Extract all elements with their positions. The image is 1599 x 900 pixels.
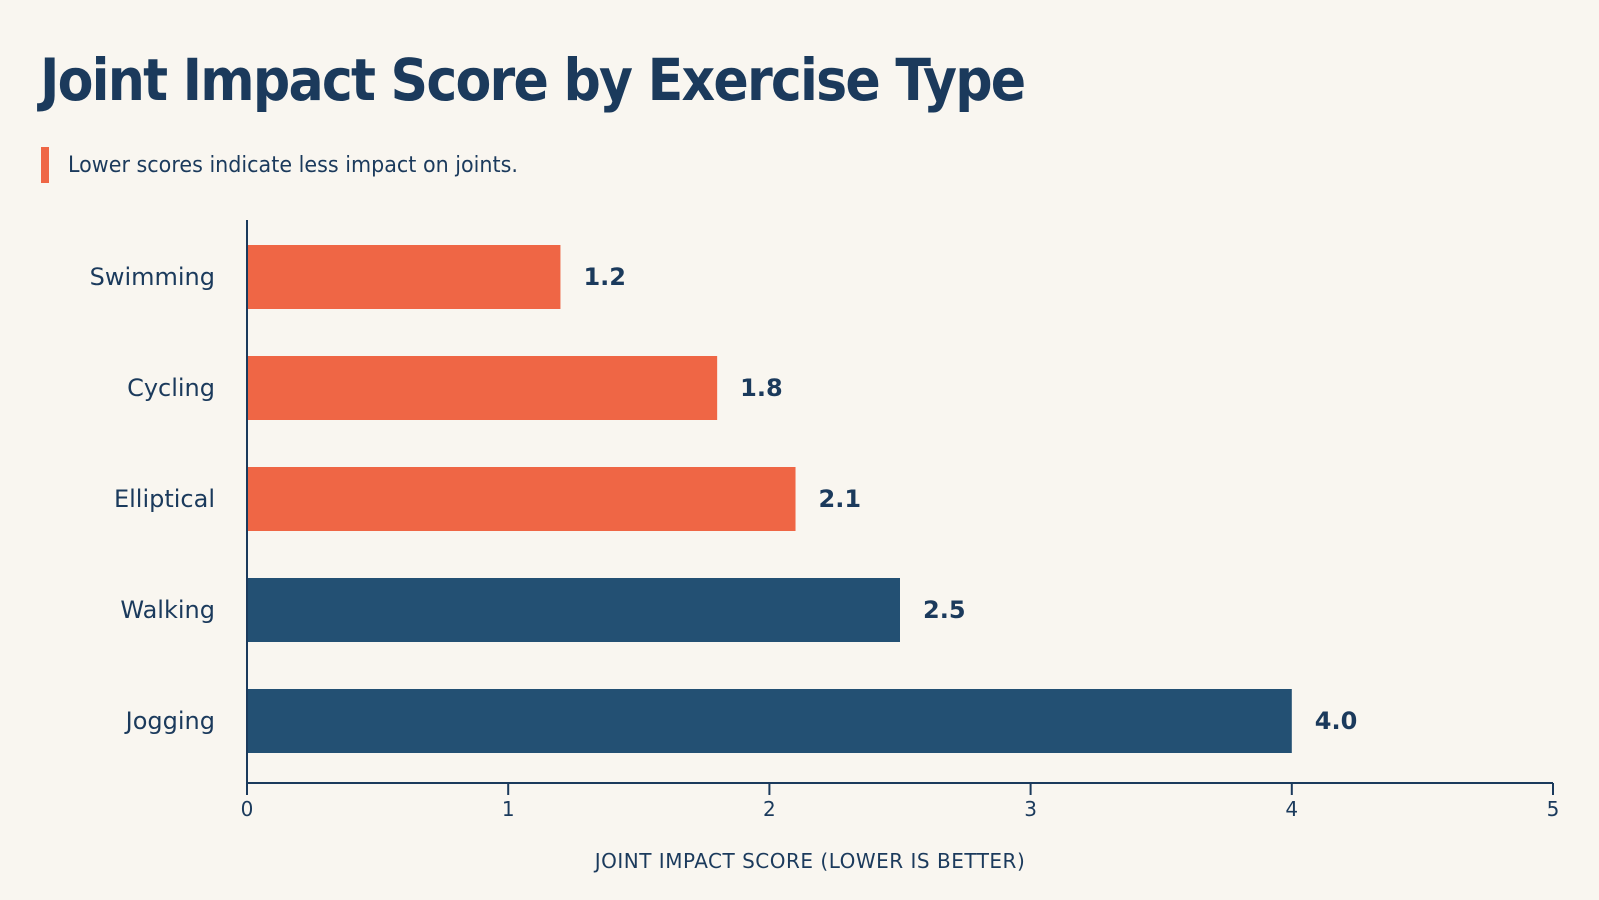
category-label-jogging: Jogging [124,707,215,735]
x-tick-label-2: 2 [763,797,776,821]
x-tick-label-5: 5 [1547,797,1560,821]
value-label-jogging: 4.0 [1315,707,1358,735]
subtitle-accent-bar [41,147,49,183]
x-tick-label-3: 3 [1024,797,1037,821]
category-label-swimming: Swimming [90,263,215,291]
category-label-elliptical: Elliptical [114,485,215,513]
chart-title: Joint Impact Score by Exercise Type [40,46,1026,114]
bars-layer [247,245,1292,753]
x-tick-label-4: 4 [1285,797,1298,821]
chart-subtitle: Lower scores indicate less impact on joi… [68,152,518,178]
value-label-cycling: 1.8 [740,374,783,402]
bar-cycling [247,356,718,420]
x-tick-label-1: 1 [502,797,515,821]
category-label-walking: Walking [120,596,215,624]
labels-layer: Swimming 1.2 Cycling 1.8 Elliptical 2.1 Walkin… [90,263,1358,735]
category-label-cycling: Cycling [127,374,215,402]
bar-swimming [247,245,561,309]
bar-jogging [247,689,1292,753]
bar-walking [247,578,900,642]
value-label-walking: 2.5 [923,596,966,624]
x-axis-title: JOINT IMPACT SCORE (LOWER IS BETTER) [593,849,1026,873]
x-tick-label-0: 0 [241,797,254,821]
axis-layer: 0 1 2 3 4 5 JOINT IMPACT SCORE (LOWER IS BETTE… [241,220,1560,873]
bar-elliptical [247,467,796,531]
value-label-elliptical: 2.1 [819,485,862,513]
value-label-swimming: 1.2 [583,263,626,291]
subtitle-row: Lower scores indicate less impact on joi… [41,146,547,184]
